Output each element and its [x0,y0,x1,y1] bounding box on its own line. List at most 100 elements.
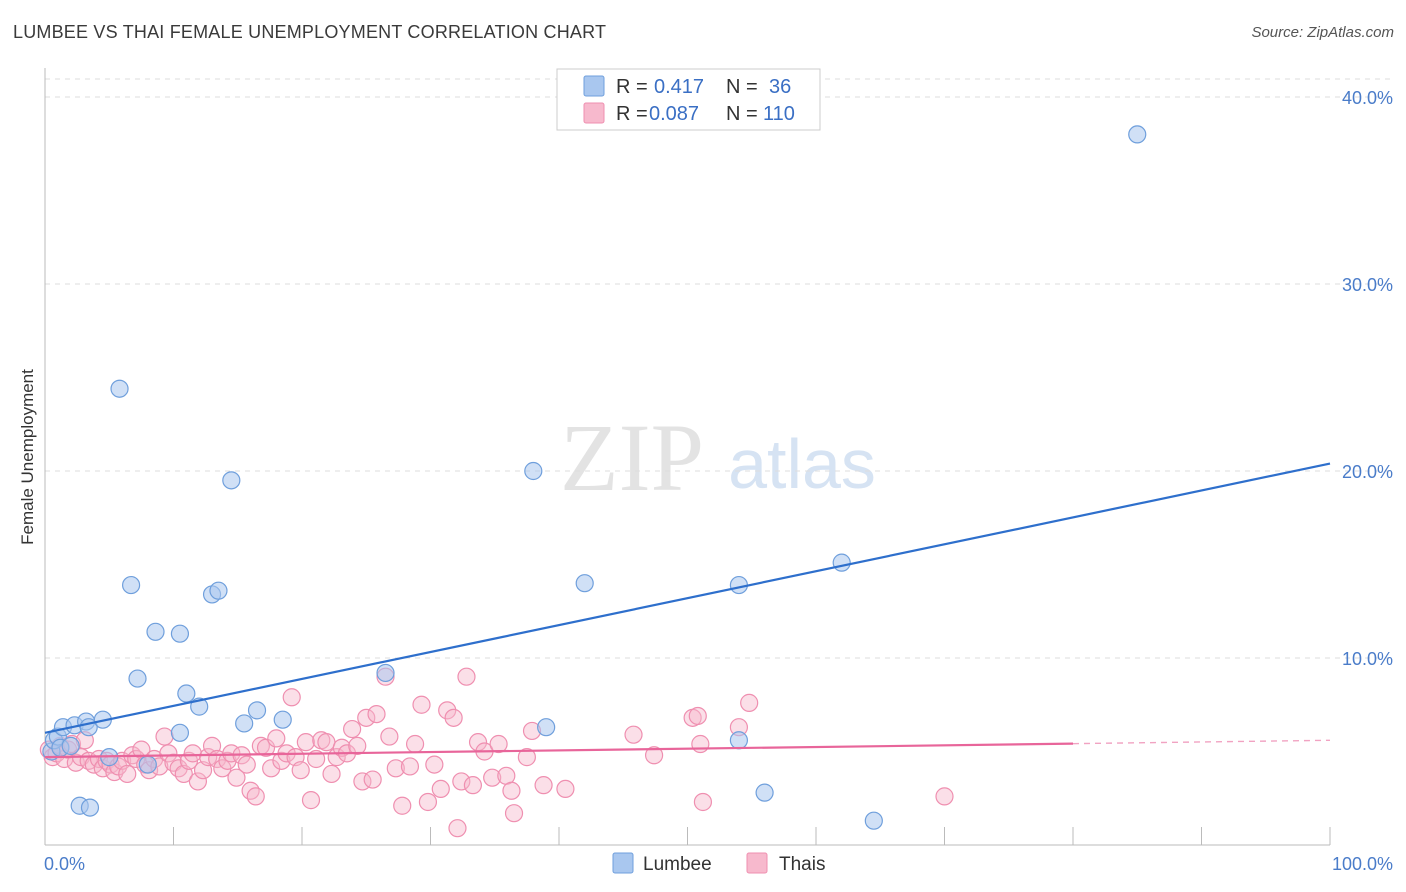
thai-point [504,804,524,823]
legend-n1-value: 36 [769,76,791,98]
lumbee-point [121,575,141,595]
bottom-legend-thai: Thais [779,854,825,875]
legend-r1-label: R = [616,76,648,98]
thai-point [457,667,476,686]
axes [44,68,1331,846]
lumbee-point [755,783,774,802]
thai-point [301,791,321,810]
lumbee-point [524,461,543,481]
thai-point [400,757,420,776]
lumbee-point [177,684,196,703]
thai-point [296,733,315,752]
thai-point [644,746,664,765]
thai-point [386,759,405,778]
lumbee-point [170,624,190,643]
legend-n2-label: N = [726,103,758,125]
thai-point [412,695,431,714]
thai-point [317,733,336,752]
thai-point [380,727,399,746]
watermark-zip: ZIP [560,404,704,511]
thai-point [307,749,326,769]
thai-point [935,787,954,806]
stats-legend: R = 0.417 N = 36 R = 0.087 N = 110 [556,68,821,131]
x-tick-label: 100.0% [1332,854,1393,874]
lumbee-point [376,663,395,683]
thai-point [343,719,362,739]
lumbee-point [729,731,749,750]
thai-point [688,706,707,726]
thai-point [624,725,643,744]
thai-point [452,772,471,791]
thai-point [405,734,425,754]
lumbee-point [80,798,100,817]
legend-r2-label: R = [616,103,648,125]
lumbee-point [537,718,556,737]
lumbee-point [864,811,883,830]
thai-point [241,781,260,800]
lumbee-point [146,622,165,641]
gridlines [45,78,1395,659]
lumbee-point [235,714,254,733]
thai-point [534,776,553,795]
thai-point [188,772,208,791]
y-tick-label: 10.0% [1342,649,1393,669]
bottom-legend-thai-swatch [746,852,768,874]
thai-point [463,776,483,795]
thai-point [132,740,151,759]
y-axis-label: Female Unemployment [18,369,37,545]
thai-point [246,787,265,806]
lumbee-point [1128,125,1147,144]
thai-point [556,779,575,799]
thai-point [483,768,502,787]
thai-point [448,819,467,838]
thai-point [489,734,508,754]
thai-point [431,779,450,799]
thai-point [444,708,463,727]
legend-r2-value: 0.087 [649,103,699,125]
thai-point [183,744,202,763]
thai-point [517,748,536,767]
thai-trend-line [44,742,1074,759]
thai-point [256,738,276,757]
legend-n2-value: 110 [763,103,795,125]
thai-point [262,759,281,778]
y-tick-label: 40.0% [1342,88,1393,108]
lumbee-point [575,574,594,593]
thai-point [502,781,521,800]
thai-point [363,770,382,789]
thai-point [291,761,310,780]
lumbee-point [138,755,157,774]
lumbee-point [61,736,80,755]
thai-point [357,708,376,727]
thai-point [691,734,710,754]
lumbee-trend-line [44,462,1331,734]
lumbee-point [273,710,292,729]
thai-point [169,759,188,778]
tick-labels: 10.0% 20.0% 30.0% 40.0% 0.0% 100.0% [44,88,1393,874]
thai-point [367,704,386,724]
bottom-legend-lumbee: Lumbee [643,854,712,875]
thai-point [425,755,444,774]
legend-thai-swatch [583,102,605,124]
thai-point [237,755,256,774]
thai-point [348,736,367,755]
thai-point [693,792,713,812]
thai-points [39,667,954,838]
source-label: Source: ZipAtlas.com [1251,24,1394,41]
watermark-atlas: atlas [728,425,876,503]
x-tick-label: 0.0% [44,854,85,874]
thai-point [227,768,246,787]
thai-point [393,796,412,815]
thai-point [118,764,137,784]
y-tick-label: 30.0% [1342,275,1393,295]
thai-point [282,688,301,707]
lumbee-points [42,125,1147,830]
legend-n1-label: N = [726,76,758,98]
lumbee-point [247,701,267,720]
chart-title: LUMBEE VS THAI FEMALE UNEMPLOYMENT CORRE… [13,22,607,42]
lumbee-point [209,581,228,600]
series-legend: Lumbee Thais [612,852,825,875]
thai-point [155,727,174,746]
thai-point [159,744,178,763]
